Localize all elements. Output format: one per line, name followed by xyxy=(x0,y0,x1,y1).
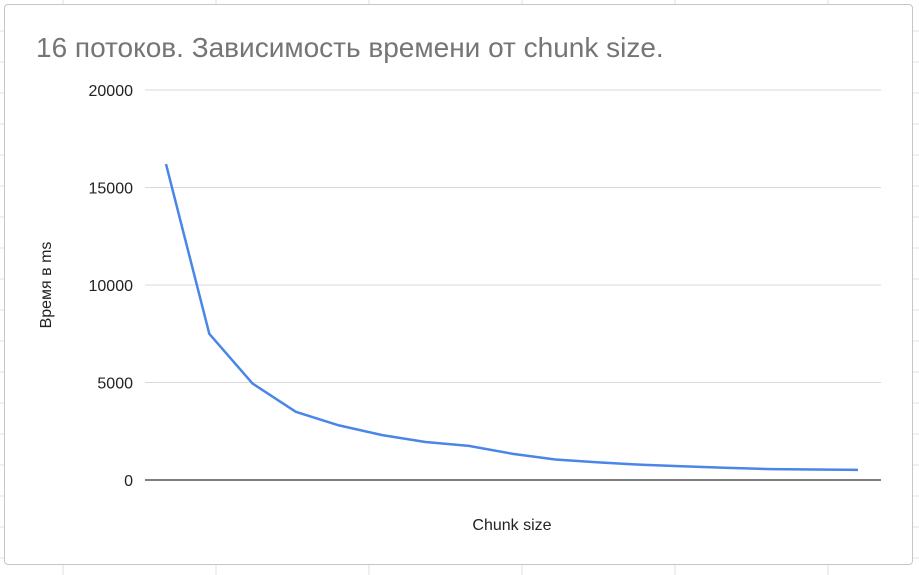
data-point[interactable] xyxy=(162,160,170,168)
data-point[interactable] xyxy=(681,462,689,470)
data-point[interactable] xyxy=(205,330,213,338)
data-point[interactable] xyxy=(465,442,473,450)
data-point[interactable] xyxy=(854,466,862,474)
y-axis-ticks: 20000 15000 10000 5000 0 xyxy=(89,83,134,490)
data-point[interactable] xyxy=(292,408,300,416)
data-point[interactable] xyxy=(724,464,732,472)
data-point[interactable] xyxy=(422,438,430,446)
series-line[interactable] xyxy=(164,163,859,472)
data-point[interactable] xyxy=(551,456,559,464)
y-tick-label: 0 xyxy=(124,473,133,490)
chart-title: 16 потоков. Зависимость времени от chunk… xyxy=(36,32,664,63)
data-point[interactable] xyxy=(249,379,257,387)
data-point[interactable] xyxy=(595,458,603,466)
data-point[interactable] xyxy=(638,461,646,469)
y-axis-title: Время в ms xyxy=(38,242,55,329)
y-tick-label: 20000 xyxy=(89,83,134,100)
y-tick-label: 10000 xyxy=(89,278,134,295)
data-point[interactable] xyxy=(508,450,516,458)
gridlines xyxy=(145,89,881,481)
data-point[interactable] xyxy=(335,421,343,429)
data-point[interactable] xyxy=(811,465,819,473)
data-point[interactable] xyxy=(768,465,776,473)
series-layer xyxy=(162,160,862,474)
x-axis-title: Chunk size xyxy=(472,517,551,534)
y-tick-label: 5000 xyxy=(97,376,133,393)
data-point[interactable] xyxy=(378,431,386,439)
y-tick-label: 15000 xyxy=(89,181,134,198)
